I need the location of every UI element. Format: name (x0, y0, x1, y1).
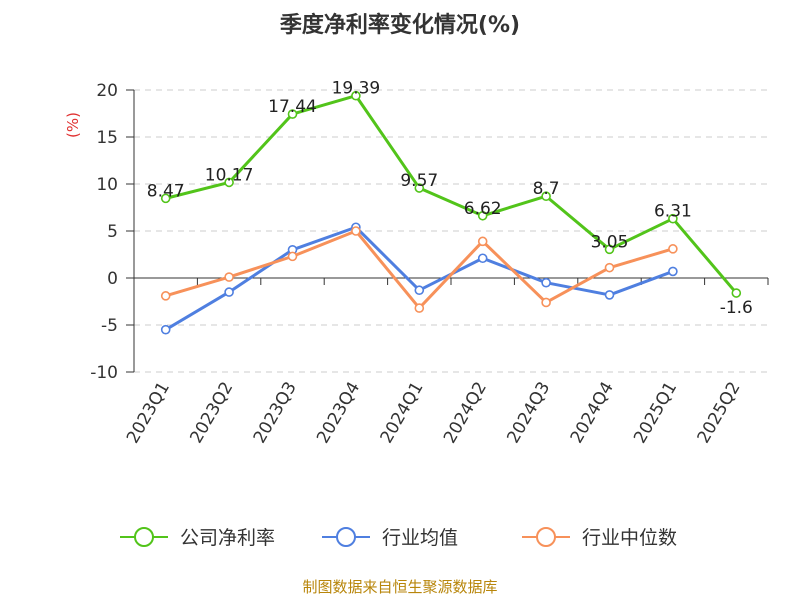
y-tick-label: 10 (96, 175, 118, 195)
data-point (414, 303, 425, 313)
chart-title: 季度净利率变化情况(%) (280, 12, 520, 38)
series-line (165, 94, 738, 295)
grid-layer (134, 89, 768, 373)
series-group (160, 226, 678, 313)
x-tick-label: 2023Q1 (123, 379, 174, 447)
legend-item: 行业中位数 (522, 527, 677, 549)
data-point (604, 290, 615, 300)
data-point (541, 277, 551, 288)
x-tick-label: 2023Q3 (250, 379, 301, 447)
data-point (414, 183, 425, 193)
legend-marker (134, 527, 154, 547)
data-label: 19.39 (332, 79, 381, 99)
data-point (731, 288, 742, 298)
y-tick-label: 20 (96, 81, 118, 101)
data-point (351, 226, 361, 236)
x-tick-label: 2024Q2 (440, 379, 491, 447)
x-tick-label: 2023Q2 (186, 379, 237, 447)
data-point (668, 244, 678, 254)
y-tick-label: 5 (107, 222, 118, 242)
x-tick-label: 2024Q3 (503, 379, 554, 447)
data-point (224, 287, 234, 297)
data-label: 17.44 (268, 97, 317, 117)
x-tick-label: 2024Q1 (377, 379, 428, 447)
data-label: 6.62 (464, 199, 502, 219)
data-label: 8.47 (147, 181, 185, 201)
data-point (668, 213, 678, 224)
data-point (287, 109, 298, 119)
x-tick-label: 2024Q4 (567, 379, 618, 447)
series-group (160, 222, 678, 335)
data-label: -1.6 (720, 298, 753, 318)
y-tick-label: -5 (101, 316, 118, 336)
data-point (604, 262, 615, 273)
data-point (477, 210, 488, 221)
data-point (541, 297, 551, 308)
data-point (477, 253, 488, 264)
data-label: 10.17 (205, 165, 254, 185)
data-label: 8.7 (533, 179, 560, 199)
data-point (160, 193, 171, 204)
x-tick-label: 2023Q4 (313, 379, 364, 447)
series-layer (160, 90, 742, 335)
source-note: 制图数据来自恒生聚源数据库 (302, 578, 497, 596)
data-point (224, 177, 234, 188)
data-label: 9.57 (400, 171, 438, 191)
legend-marker (336, 527, 356, 547)
data-point (414, 285, 425, 296)
y-tick-label: 0 (107, 269, 118, 289)
y-tick-label: -10 (90, 363, 118, 383)
data-point (287, 251, 298, 262)
data-point (160, 291, 171, 301)
data-point (351, 90, 361, 101)
data-label: 3.05 (591, 232, 629, 252)
legend: 公司净利率 行业均值 行业中位数 (120, 527, 677, 549)
data-point (668, 266, 678, 277)
data-label-layer: 8.47 10.17 17.44 19.39 9.57 6.62 8.7 3.05 6.31 -1… (147, 79, 753, 318)
y-tick-label: 15 (96, 128, 118, 148)
data-point (160, 324, 171, 335)
legend-label: 行业均值 (382, 527, 458, 549)
legend-item: 公司净利率 (120, 527, 275, 549)
data-point (604, 244, 615, 255)
legend-item: 行业均值 (322, 527, 458, 549)
legend-label: 公司净利率 (180, 527, 275, 549)
x-tick-label: 2025Q1 (630, 379, 681, 447)
y-axis-unit-label: (%) (64, 112, 82, 138)
x-tick-label: 2025Q2 (694, 379, 745, 447)
data-point (477, 236, 488, 247)
series-group (160, 90, 742, 298)
data-label: 6.31 (654, 202, 692, 222)
data-point (541, 191, 551, 202)
legend-marker (536, 527, 556, 547)
legend-label: 行业中位数 (582, 527, 677, 549)
data-point (224, 272, 234, 282)
